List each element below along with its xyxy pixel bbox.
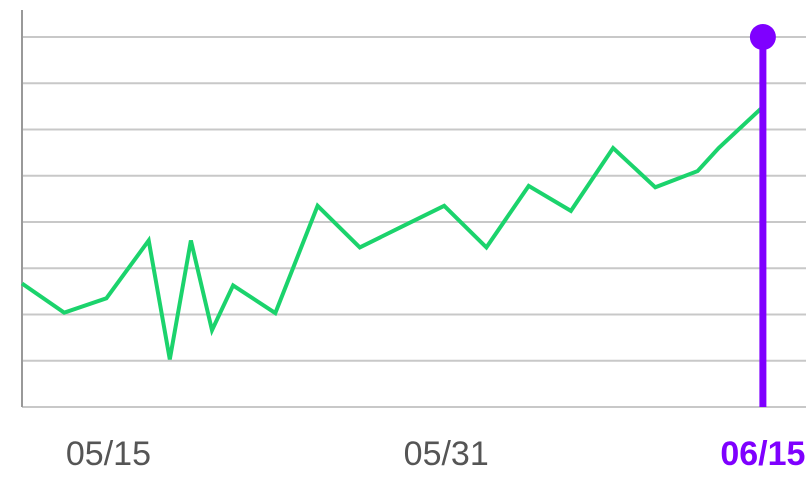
marker-handle[interactable] [749, 24, 776, 50]
data-point [400, 225, 404, 229]
data-point [147, 239, 151, 243]
data-point [316, 204, 320, 208]
data-point [442, 204, 446, 208]
data-point [168, 357, 172, 361]
date-marker[interactable] [749, 24, 776, 407]
data-point [569, 209, 573, 213]
data-point [611, 146, 615, 150]
x-tick-label: 05/31 [404, 435, 489, 473]
data-point [210, 328, 214, 332]
x-tick-label: 05/15 [66, 435, 151, 473]
data-point [104, 296, 108, 300]
data-point [231, 283, 235, 287]
data-point [653, 185, 657, 189]
data-point [717, 146, 721, 150]
data-point [358, 245, 362, 249]
x-tick-label: 06/15 [720, 435, 805, 473]
data-point [273, 311, 277, 315]
series-line [20, 107, 763, 360]
data-point [484, 245, 488, 249]
data-point [62, 311, 66, 315]
data-point [189, 239, 193, 243]
x-axis-tick-labels: 05/15 05/31 06/15 [66, 435, 806, 473]
data-point [527, 184, 531, 188]
data-point [20, 282, 24, 286]
data-point [696, 169, 700, 173]
